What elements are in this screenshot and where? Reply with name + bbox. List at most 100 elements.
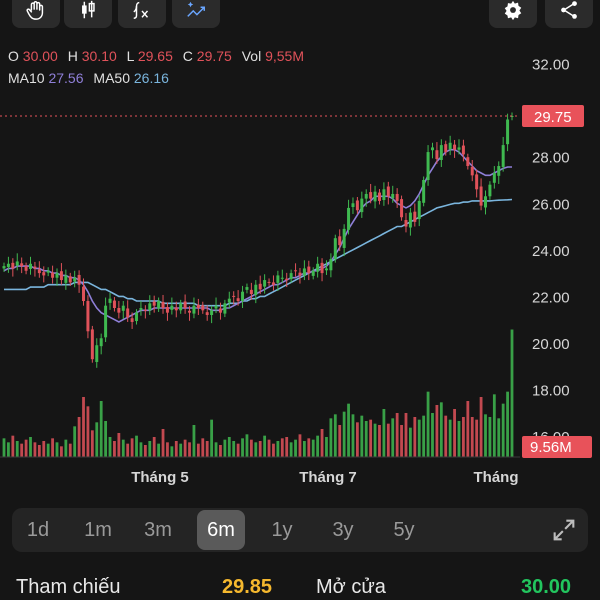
candle-body	[86, 301, 90, 332]
share-button[interactable]	[545, 0, 593, 28]
candle-body	[364, 193, 368, 199]
drawing-tools-button[interactable]	[172, 0, 220, 28]
volume-bar	[7, 442, 10, 457]
expand-icon[interactable]	[550, 516, 578, 544]
candle-body	[55, 273, 59, 278]
range-3m[interactable]: 3m	[144, 519, 172, 541]
candle-body	[24, 266, 28, 271]
volume-bar	[20, 443, 24, 457]
candle-body	[59, 271, 63, 281]
volume-bar	[183, 439, 187, 457]
candle-body	[179, 303, 183, 311]
chart-type-button[interactable]	[64, 0, 112, 28]
volume-bar	[475, 419, 479, 457]
candle-body	[373, 191, 377, 202]
y-tick-label: 28.00	[532, 150, 570, 167]
candle-body	[466, 157, 470, 167]
candle-body	[408, 212, 412, 228]
chart-toolbar	[0, 0, 600, 30]
volume-bar	[130, 438, 134, 457]
candle-body	[223, 303, 227, 314]
candle-body	[285, 278, 289, 281]
volume-bar	[135, 435, 138, 457]
volume-bar	[161, 429, 165, 457]
candle-body	[355, 200, 359, 211]
volume-bar	[311, 439, 315, 457]
open-value: 30.00	[22, 48, 58, 64]
volume-bar	[439, 402, 443, 457]
volume-bar	[51, 438, 54, 457]
volume-bar	[497, 418, 501, 457]
candle-body	[333, 238, 337, 260]
volume-bar	[179, 443, 183, 457]
volume-bar	[488, 417, 492, 457]
volume-bar	[263, 435, 267, 457]
volume-bar	[506, 391, 509, 457]
candle-body	[479, 186, 483, 206]
hand-icon	[26, 1, 44, 20]
hand-tool-button[interactable]	[12, 0, 60, 28]
candle-body	[453, 144, 457, 150]
volume-bar	[448, 419, 452, 457]
volume-bar	[254, 442, 258, 457]
volume-bar	[378, 425, 381, 457]
volume-bar	[42, 441, 46, 457]
price-chart[interactable]: 32.00 30.00 28.00 26.00 24.00 22.00 20.00 18.00…	[0, 40, 600, 495]
candle-body	[108, 298, 112, 303]
candle-body	[130, 318, 134, 322]
candle-body	[68, 276, 72, 283]
candle-body	[148, 303, 152, 311]
low-label: L	[126, 48, 134, 64]
ma50-value: 26.16	[133, 70, 169, 86]
range-1y[interactable]: 1y	[271, 519, 293, 541]
volume-label: Vol	[241, 48, 262, 64]
candle-body	[117, 308, 121, 313]
candle-body	[205, 312, 209, 315]
volume-bar	[2, 438, 6, 457]
volume-bar	[400, 425, 403, 457]
range-1m[interactable]: 1m	[84, 519, 112, 541]
share-icon	[561, 1, 577, 19]
indicators-button[interactable]	[118, 0, 166, 28]
current-price-tag	[522, 105, 584, 127]
candle-body	[448, 142, 452, 150]
high-label: H	[67, 48, 78, 64]
candle-body	[33, 266, 37, 269]
volume-bar	[329, 418, 333, 457]
x-tick-label: Tháng 7	[299, 469, 357, 486]
volume-bar	[413, 417, 417, 457]
volume-bar	[258, 441, 262, 457]
candle-body	[6, 263, 10, 268]
volume-bar	[24, 439, 28, 457]
candle-body	[201, 305, 205, 311]
volume-bar	[249, 439, 253, 457]
range-1d[interactable]: 1d	[26, 519, 50, 541]
volume-bar	[33, 442, 37, 457]
volume-bar	[121, 439, 125, 457]
volume-bar	[126, 443, 130, 457]
volume-bar	[205, 441, 209, 457]
volume-bar	[510, 329, 514, 457]
candlestick-icon	[82, 0, 95, 19]
range-6m[interactable]: 6m	[197, 510, 245, 550]
range-5y[interactable]: 5y	[393, 519, 415, 541]
candle-body	[135, 312, 139, 322]
ma10-value: 27.56	[48, 70, 84, 86]
candle-body	[426, 152, 430, 180]
candle-body	[461, 145, 465, 155]
volume-bar	[316, 435, 320, 457]
candle-body	[15, 261, 19, 266]
candle-body	[29, 263, 33, 269]
candlestick-chart[interactable]: 32.00 30.00 28.00 26.00 24.00 22.00 20.00 18.00…	[0, 40, 600, 495]
candle-body	[435, 150, 439, 160]
range-3y[interactable]: 3y	[332, 519, 354, 541]
volume-bar	[188, 442, 191, 457]
candle-body	[95, 345, 99, 362]
current-price-label: 29.75	[534, 109, 572, 126]
settings-button[interactable]	[489, 0, 537, 28]
volume-bar	[99, 401, 103, 457]
candle-body	[143, 309, 147, 311]
volume-bar	[166, 442, 169, 457]
candle-body	[444, 144, 448, 153]
volume-bar	[46, 443, 50, 457]
